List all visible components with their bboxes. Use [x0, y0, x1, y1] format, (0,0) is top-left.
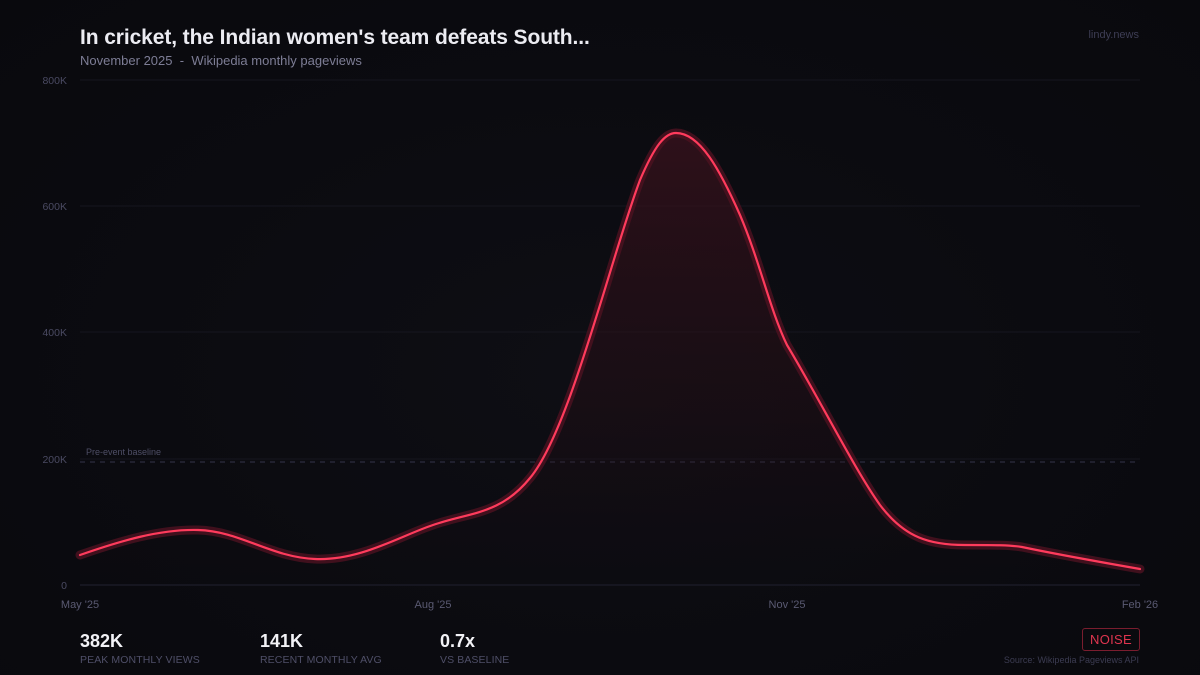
y-tick-200k: 200K: [42, 454, 67, 466]
subtitle-separator: -: [179, 53, 185, 68]
chart-subtitle: November 2025 - Wikipedia monthly pagevi…: [80, 53, 362, 68]
classification-badge: NOISE: [1082, 628, 1140, 651]
stat-recent-monthly-avg: 141K RECENT MONTHLY AVG: [260, 631, 382, 666]
stat-value: 382K: [80, 631, 124, 651]
brand-label: lindy.news: [1088, 29, 1139, 41]
y-tick-400k: 400K: [42, 327, 67, 339]
stat-label: VS BASELINE: [440, 654, 510, 666]
y-axis-ticks: 800K 600K 400K 200K 0: [42, 75, 67, 592]
stat-value: 0.7x: [440, 631, 476, 651]
x-axis-ticks: May '25 Aug '25 Nov '25 Feb '26: [61, 599, 1158, 611]
baseline-label: Pre-event baseline: [86, 447, 161, 457]
x-tick-may-25: May '25: [61, 599, 99, 611]
y-tick-600k: 600K: [42, 201, 67, 213]
series-line: [78, 131, 1142, 571]
stat-peak-monthly-views: 382K PEAK MONTHLY VIEWS: [80, 631, 200, 666]
y-tick-800k: 800K: [42, 75, 67, 87]
area-fill: [80, 133, 1140, 585]
y-tick-0: 0: [61, 580, 67, 592]
x-tick-nov-25: Nov '25: [769, 599, 806, 611]
stat-label: RECENT MONTHLY AVG: [260, 654, 382, 666]
stat-vs-baseline: 0.7x VS BASELINE: [440, 631, 509, 666]
subtitle-metric: Wikipedia monthly pageviews: [191, 53, 362, 68]
x-tick-aug-25: Aug '25: [415, 599, 452, 611]
chart-title: In cricket, the Indian women's team defe…: [80, 26, 590, 49]
stat-label: PEAK MONTHLY VIEWS: [80, 654, 200, 666]
x-tick-feb-26: Feb '26: [1122, 599, 1158, 611]
stat-value: 141K: [260, 631, 304, 651]
subtitle-date: November 2025: [80, 53, 173, 68]
source-attribution: Source: Wikipedia Pageviews API: [1003, 655, 1139, 665]
